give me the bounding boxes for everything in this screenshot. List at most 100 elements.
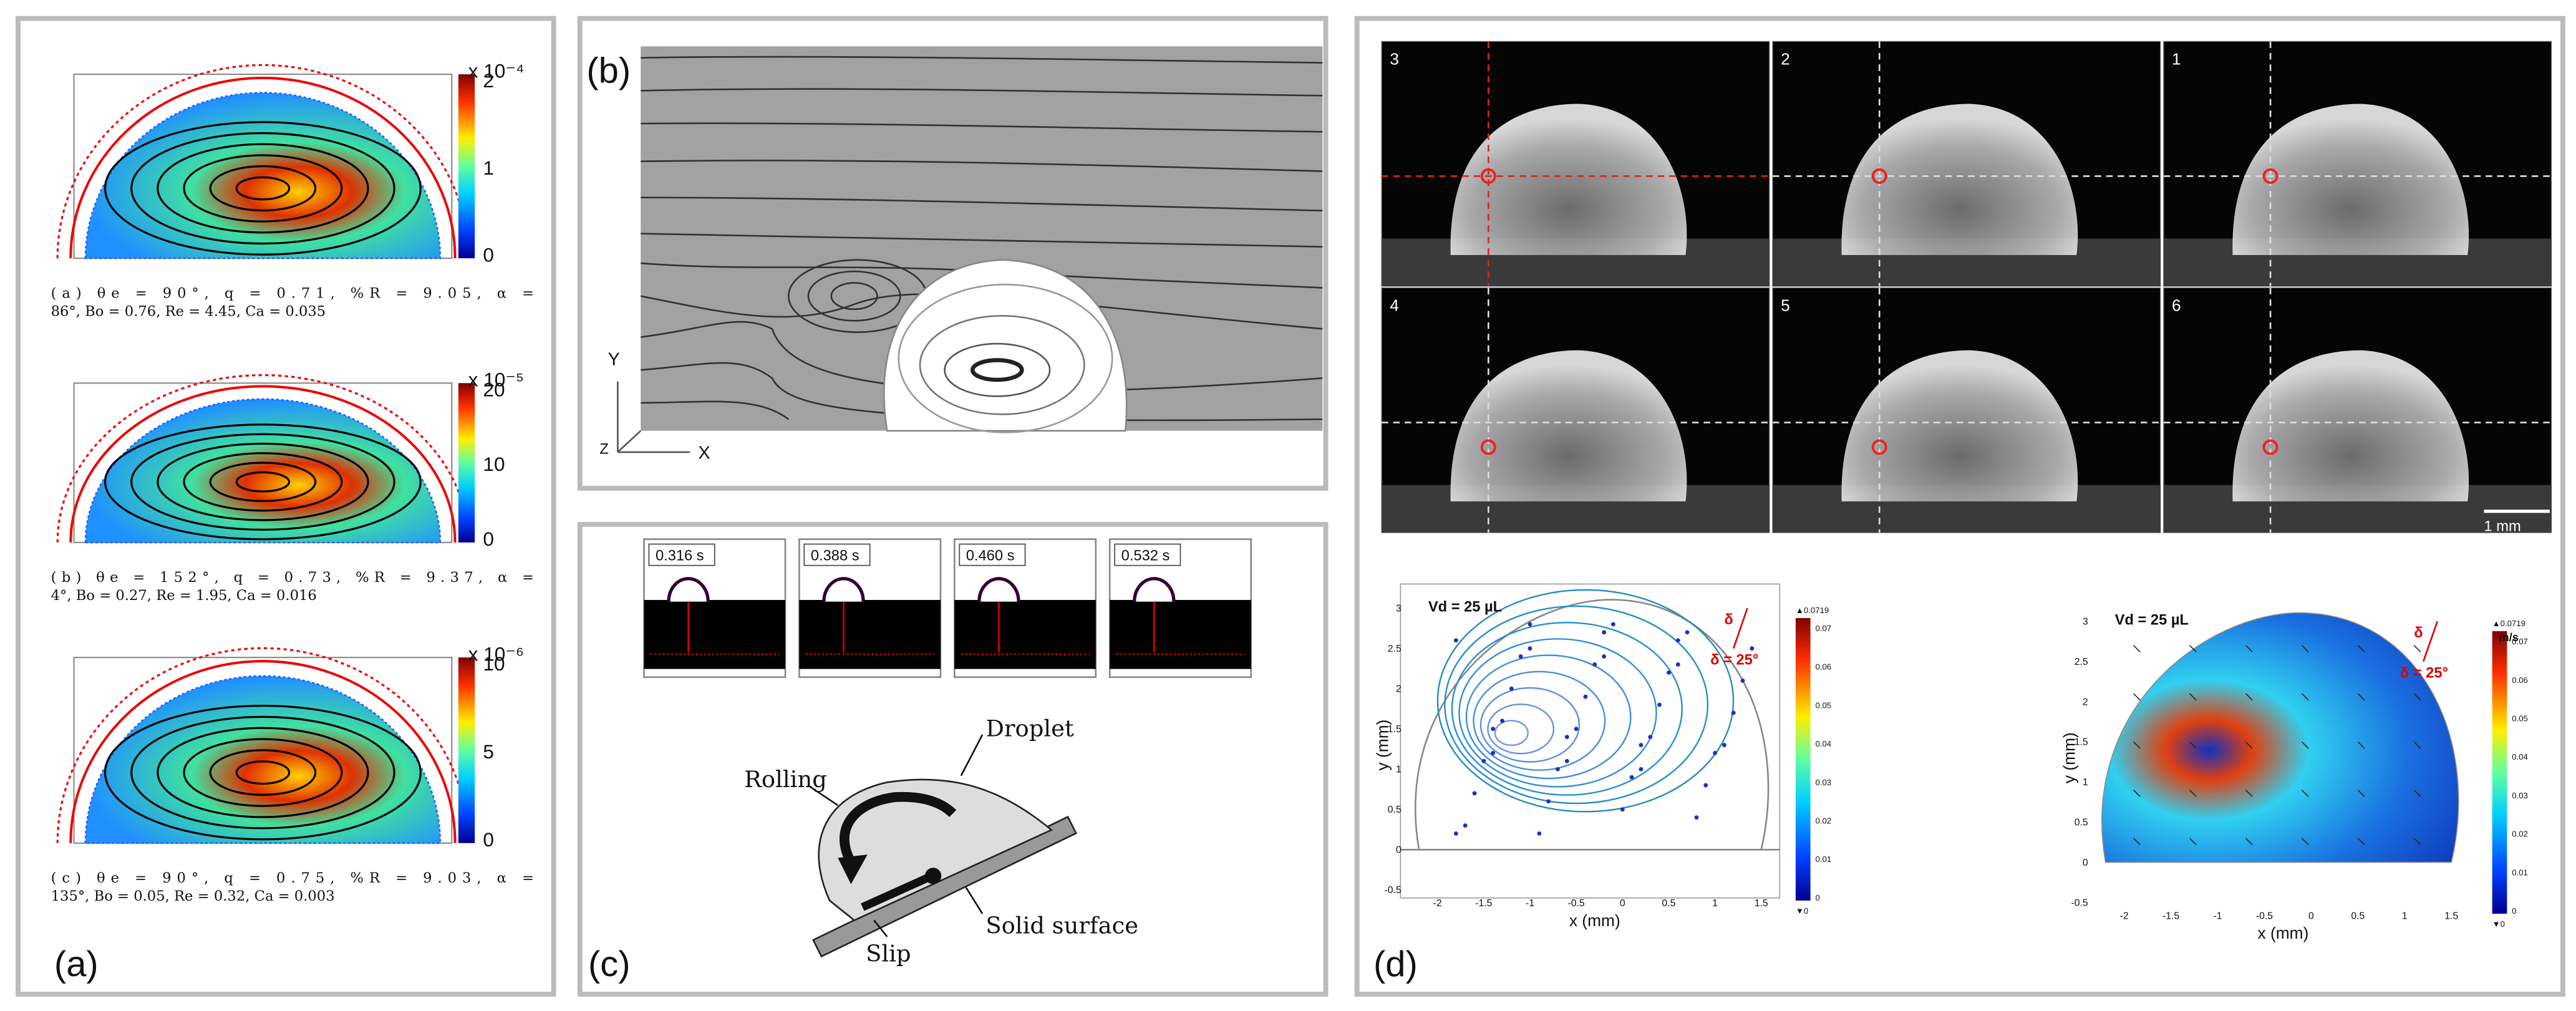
colorbar-tick-label: 0.05 [1815, 700, 1831, 710]
velocity-arrow [2133, 693, 2141, 701]
velocity-arrow [2189, 838, 2197, 846]
colorbar-max: ▲0.0719 [1796, 606, 1829, 615]
droplet [1450, 350, 1687, 501]
particle [1564, 758, 1569, 763]
velocity-arrow [2245, 645, 2253, 652]
y-tick-label: 2.5 [2075, 657, 2088, 667]
angle-symbol: δ [1724, 612, 1733, 628]
velocity-arrow [2189, 790, 2197, 797]
y-tick-label: 3 [2083, 616, 2088, 627]
time-label: 0.316 s [656, 548, 704, 564]
contour [157, 442, 369, 521]
velocity-arrow [2133, 645, 2141, 652]
caption: 86°, Bo = 0.76, Re = 4.45, Ca = 0.035 [51, 303, 326, 319]
angle-arrow [2423, 621, 2438, 662]
particle [1639, 743, 1644, 747]
particle [1629, 775, 1634, 780]
droplet [977, 577, 1020, 602]
velocity-arrow [2245, 838, 2253, 846]
y-tick-label: 0 [2083, 858, 2088, 868]
colorbar-tick-label: 20 [483, 378, 505, 400]
panel-d: 3 2 1 4 5 6 1 mm -2 -1.5 -1 -0.5 0 0.5 1 1.5 -0.5 0 0.5 1 1… [1373, 41, 2552, 942]
frame-number: 5 [1781, 296, 1790, 314]
colorbar-tick-label: 0.01 [1815, 854, 1831, 864]
x-tick-label: -1.5 [2162, 911, 2179, 921]
particle [1657, 702, 1662, 707]
streamline [1473, 670, 1606, 772]
particle [1639, 767, 1644, 772]
contour [235, 760, 291, 785]
velocity-arrow [2301, 645, 2309, 652]
x-tick-label: 1.5 [2444, 911, 2458, 921]
colorbar-tick-label: 2 [483, 69, 494, 92]
colorbar-min: ▼0 [2492, 919, 2505, 929]
colorbar-min: ▼0 [1796, 906, 1808, 916]
plot-frame [1400, 583, 1781, 899]
red-boundary [69, 77, 457, 259]
y-tick-label: 0.5 [2075, 817, 2088, 828]
panel-borders [16, 16, 2565, 997]
angle-label: δ = 25° [2400, 665, 2448, 681]
particle [1491, 751, 1496, 755]
particle [1592, 662, 1597, 667]
particle [1472, 791, 1477, 796]
colorbar-tick-label: 0.01 [2512, 868, 2528, 877]
tracked-point [1480, 168, 1496, 184]
velocity-arrow [2189, 741, 2197, 749]
x-tick-label: -0.5 [1568, 898, 1585, 909]
colorbar-tick-label: 0.06 [1815, 662, 1831, 672]
colorbar-tick-label: 0.02 [1815, 816, 1831, 826]
y-tick-label: 2.5 [1388, 644, 1402, 654]
axis-label: Z [599, 442, 608, 458]
particle [1518, 654, 1523, 659]
time-label: 0.460 s [966, 548, 1015, 564]
particle [1509, 686, 1514, 691]
particle [1648, 735, 1653, 740]
colorbar-tick-label: 0.05 [2512, 714, 2528, 723]
x-axis-label: x (mm) [1569, 911, 1620, 930]
time-box [1114, 543, 1181, 566]
droplet [822, 577, 865, 602]
caption: 4°, Bo = 0.27, Re = 1.95, Ca = 0.016 [51, 588, 317, 604]
colorbar [458, 657, 475, 843]
diagram-label: Slip [866, 940, 911, 967]
colorbar-tick-label: 0 [483, 243, 494, 266]
streamline [1465, 654, 1632, 780]
colorbar-unit: m/s [2499, 631, 2519, 644]
scale-bar-label: 1 mm [2484, 518, 2521, 535]
frame-number: 4 [1390, 296, 1399, 314]
streamline [1451, 621, 1683, 796]
droplet-diagram [808, 734, 1077, 958]
velocity-arrow [2133, 838, 2141, 846]
x-tick-label: 1 [1712, 898, 1718, 909]
y-tick-label: 3 [1396, 603, 1402, 614]
colorbar-tick-label: 0.04 [1815, 739, 1831, 748]
streamline [1479, 687, 1581, 763]
contour [130, 132, 395, 245]
caption: (a) θe = 90°, q = 0.71, %R = 9.05, α = [51, 285, 534, 301]
particle [1546, 799, 1551, 804]
velocity-arrow [2133, 790, 2141, 797]
velocity-arrow [2413, 741, 2421, 749]
tracked-point [2262, 439, 2278, 455]
angle-arrow [1732, 607, 1748, 649]
contour [183, 452, 343, 512]
contour [183, 738, 343, 807]
velocity-arrow [2357, 693, 2365, 701]
substrate [954, 599, 1096, 669]
angle-symbol: δ [2414, 625, 2423, 641]
velocity-arrow [2413, 693, 2421, 701]
velocity-arrow [2301, 838, 2309, 846]
colorbar-tick-label: 0.02 [2512, 830, 2528, 839]
particle [1453, 831, 1458, 836]
angle-label: δ = 25° [1710, 652, 1758, 668]
particle [1750, 646, 1755, 651]
time-label: 0.532 s [1121, 548, 1170, 564]
particle [1574, 727, 1579, 732]
y-axis-label: y (mm) [2060, 732, 2079, 783]
red-boundary [69, 385, 457, 543]
panel-label: (d) [1373, 944, 1418, 984]
contour [130, 433, 395, 531]
droplet [1450, 104, 1687, 255]
